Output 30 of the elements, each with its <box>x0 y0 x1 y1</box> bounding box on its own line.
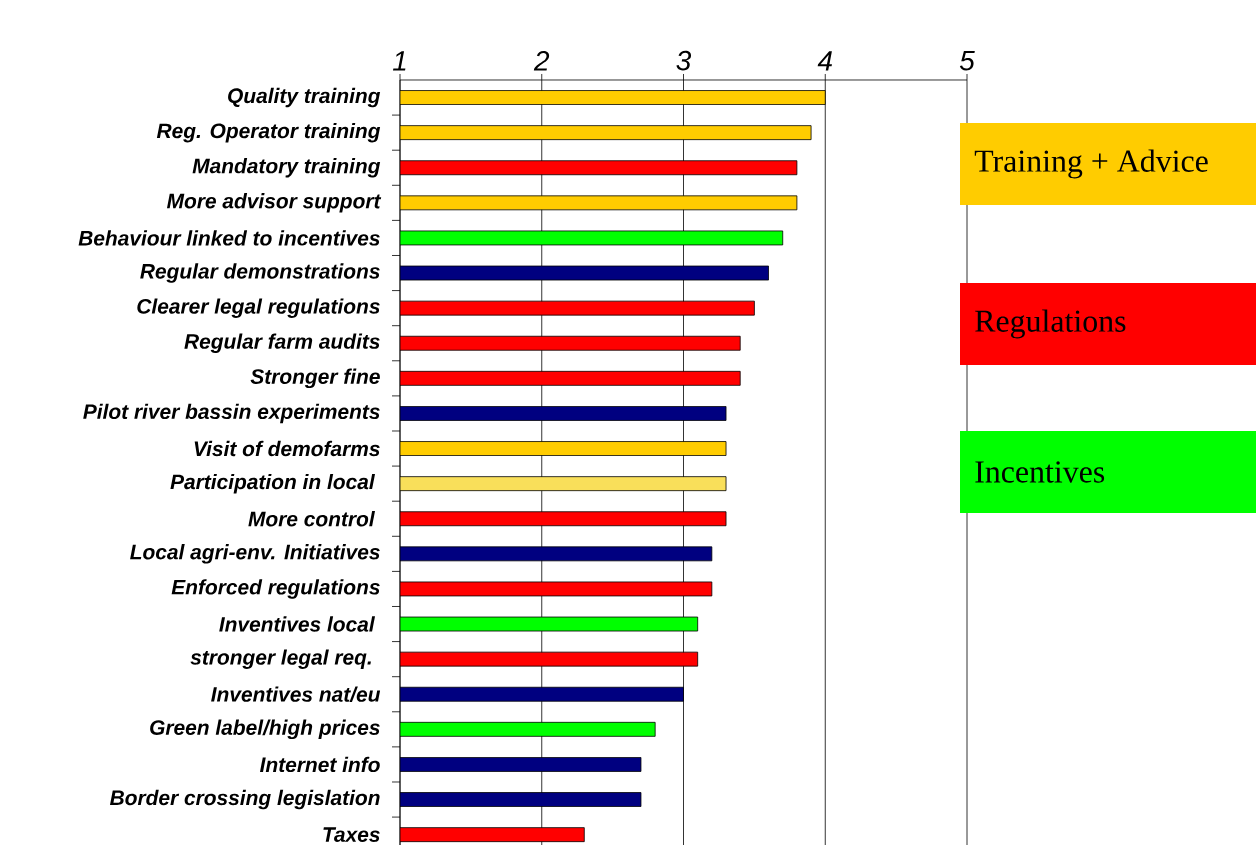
y-tick-label: Border crossing legislation <box>109 789 380 810</box>
y-tick-label: Green label/high prices <box>150 719 380 740</box>
y-tick-label: Regular farm audits <box>184 333 380 353</box>
x-tick-label: 5 <box>959 51 975 71</box>
y-tick-label: More advisor support <box>166 193 382 213</box>
text: Incentives <box>975 461 1105 483</box>
x-tick-label: 4 <box>817 51 832 71</box>
text: Training + Advice <box>974 149 1208 179</box>
y-tick-label: Internet info <box>259 756 380 773</box>
y-tick-label: Clearer legal regulations <box>137 298 380 318</box>
x-tick-label: 1 <box>392 51 406 71</box>
y-tick-label: Regular demonstrations <box>140 263 380 283</box>
y-tick-label: Reg. Operator training <box>156 122 381 143</box>
y-tick-label: Inventives local <box>219 616 376 632</box>
y-tick-label: Pilot river bassin experiments <box>83 403 380 424</box>
y-tick-label: Local agri-env. Initiatives <box>130 544 380 564</box>
y-tick-label: Visit of demofarms <box>194 440 380 457</box>
y-tick-label: Behaviour linked to incentives <box>78 230 380 246</box>
y-tick-label: stronger legal req. <box>190 649 371 669</box>
text: Regulations <box>975 309 1126 339</box>
y-tick-label: Quality training <box>228 87 381 108</box>
y-tick-label: Enforced regulations <box>171 579 380 599</box>
x-tick-label: 2 <box>533 51 550 71</box>
x-tick-label: 3 <box>676 50 692 71</box>
y-tick-label: Participation in local <box>170 473 376 494</box>
y-tick-label: Stronger fine <box>250 368 380 389</box>
y-tick-label: Mandatory training <box>192 157 381 178</box>
y-tick-label: Taxes <box>323 827 380 842</box>
y-tick-label: More control <box>248 511 376 527</box>
y-tick-label: Inventives nat/eu <box>211 686 381 703</box>
